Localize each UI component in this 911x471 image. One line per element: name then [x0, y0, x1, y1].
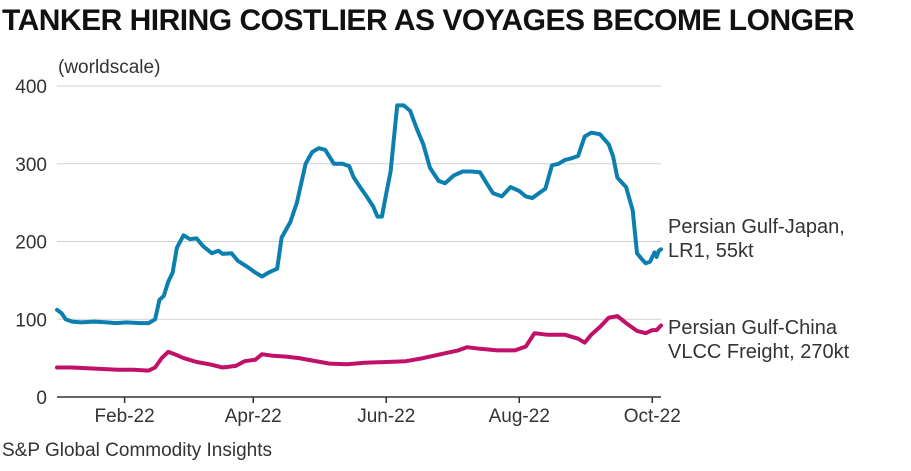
- series-line-1: [55, 103, 663, 326]
- series-lines: [55, 103, 663, 373]
- x-tick-label-Feb-22: Feb-22: [94, 406, 154, 427]
- series-label-1-line-2: LR1, 55kt: [668, 240, 754, 262]
- x-tick-label-Apr-22: Apr-22: [225, 406, 282, 427]
- x-tick-label-Jun-22: Jun-22: [357, 406, 415, 427]
- y-axis-ticks: 0 100 200 300 400: [15, 77, 47, 409]
- chart-title: TANKER HIRING COSTLIER AS VOYAGES BECOME…: [2, 4, 855, 37]
- x-axis-ticks: Feb-22 Apr-22 Jun-22 Aug-22 Oct-22: [94, 397, 681, 427]
- series-line-2: [55, 314, 663, 373]
- y-axis-unit-label: (worldscale): [58, 57, 161, 78]
- y-tick-label-300: 300: [15, 155, 47, 176]
- y-tick-label-0: 0: [36, 388, 47, 409]
- y-tick-label-100: 100: [15, 310, 47, 331]
- series-label-1-line-1: Persian Gulf-Japan,: [668, 216, 845, 238]
- x-tick-label-Oct-22: Oct-22: [624, 406, 681, 427]
- gridlines: [57, 85, 661, 320]
- series-label-2-line-1: Persian Gulf-China: [668, 317, 838, 339]
- series-labels: Persian Gulf-Japan,LR1, 55kt Persian Gulf…: [668, 216, 850, 363]
- source-credit: S&P Global Commodity Insights: [2, 440, 272, 461]
- series-label-2-line-2: VLCC Freight, 270kt: [668, 341, 850, 363]
- x-tick-label-Aug-22: Aug-22: [489, 406, 550, 427]
- y-tick-label-200: 200: [15, 233, 47, 254]
- y-tick-label-400: 400: [15, 77, 47, 98]
